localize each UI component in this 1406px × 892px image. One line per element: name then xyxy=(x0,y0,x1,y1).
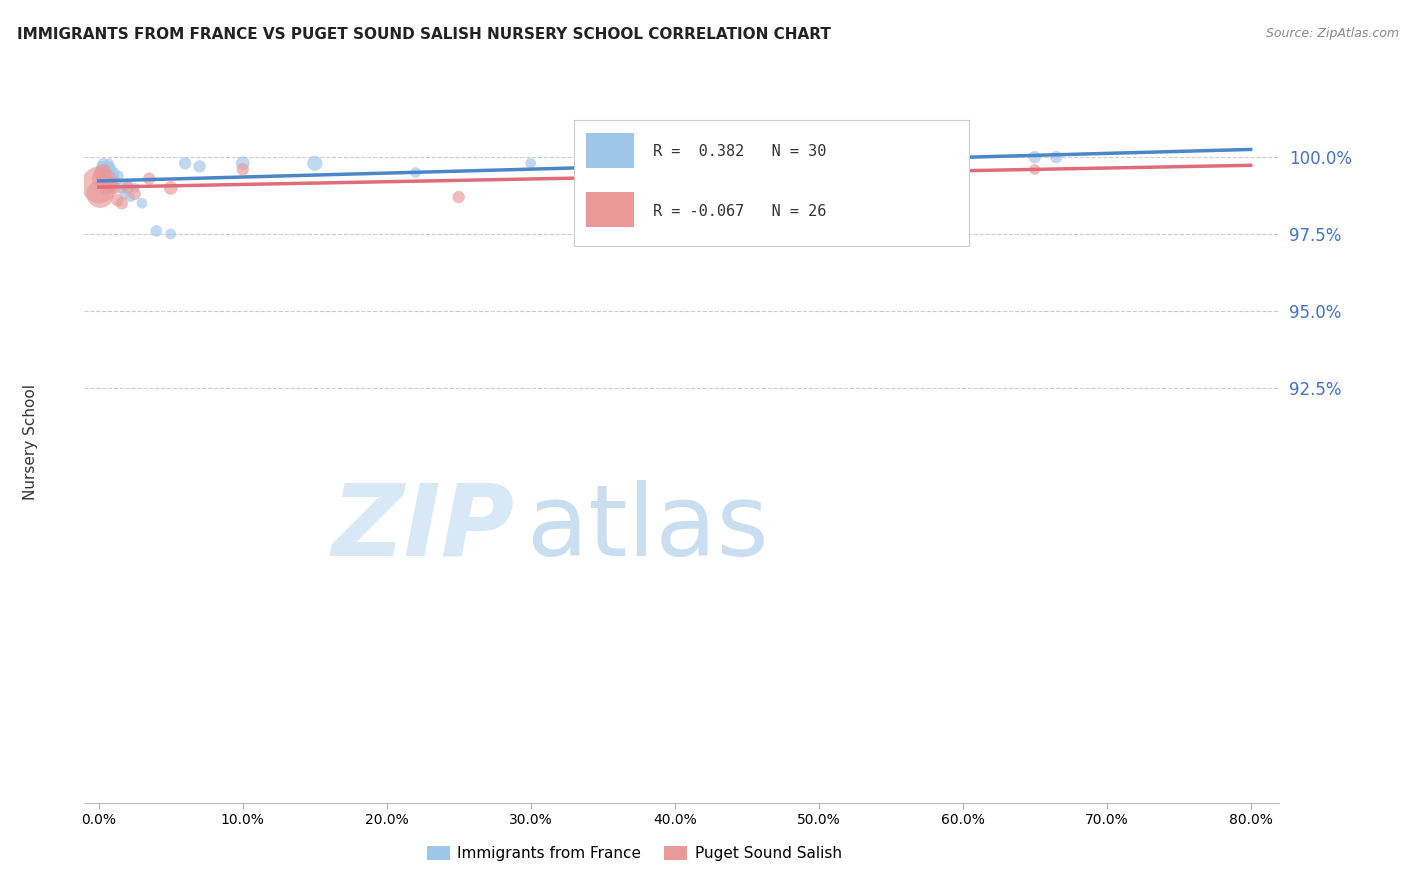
Point xyxy=(98,160,121,174)
Point xyxy=(174,156,197,170)
Point xyxy=(89,178,111,192)
Point xyxy=(592,156,614,170)
Point xyxy=(1024,162,1046,177)
Point xyxy=(111,196,134,211)
Point xyxy=(124,187,146,202)
Text: IMMIGRANTS FROM FRANCE VS PUGET SOUND SALISH NURSERY SCHOOL CORRELATION CHART: IMMIGRANTS FROM FRANCE VS PUGET SOUND SA… xyxy=(17,27,831,42)
Point xyxy=(159,227,181,241)
Point xyxy=(93,162,115,177)
Point xyxy=(90,171,112,186)
Point xyxy=(131,196,153,211)
Point xyxy=(519,156,541,170)
Point xyxy=(120,190,142,204)
Point xyxy=(232,162,254,177)
Text: Nursery School: Nursery School xyxy=(22,384,38,500)
Text: ZIP: ZIP xyxy=(332,480,515,577)
Point xyxy=(117,178,139,192)
Point xyxy=(97,156,120,170)
Point xyxy=(91,156,114,170)
Point xyxy=(97,175,120,189)
Point xyxy=(94,181,117,195)
Point xyxy=(447,190,470,204)
Text: Source: ZipAtlas.com: Source: ZipAtlas.com xyxy=(1265,27,1399,40)
Point xyxy=(664,153,686,168)
Point xyxy=(100,162,122,177)
Point xyxy=(107,193,129,207)
Legend: Immigrants from France, Puget Sound Salish: Immigrants from France, Puget Sound Sali… xyxy=(420,840,848,867)
Point xyxy=(188,160,211,174)
Point xyxy=(1024,150,1046,164)
Point xyxy=(138,171,160,186)
Point xyxy=(405,165,427,179)
Point xyxy=(89,165,111,179)
Point xyxy=(105,175,128,189)
Point xyxy=(111,181,134,195)
Point xyxy=(104,165,127,179)
Point xyxy=(89,187,111,202)
Point xyxy=(90,160,112,174)
Point xyxy=(124,181,146,195)
Point xyxy=(108,169,131,183)
Point xyxy=(96,169,118,183)
Point xyxy=(232,156,254,170)
Point xyxy=(94,165,117,179)
Point xyxy=(101,171,124,186)
Point xyxy=(145,224,167,238)
Point xyxy=(100,178,122,192)
Point xyxy=(304,156,326,170)
Point xyxy=(91,165,114,179)
Point xyxy=(114,187,136,202)
Text: atlas: atlas xyxy=(527,480,768,577)
Point xyxy=(879,169,901,183)
Point xyxy=(117,181,139,195)
Point xyxy=(104,181,127,195)
Point xyxy=(1045,150,1067,164)
Point xyxy=(159,181,181,195)
